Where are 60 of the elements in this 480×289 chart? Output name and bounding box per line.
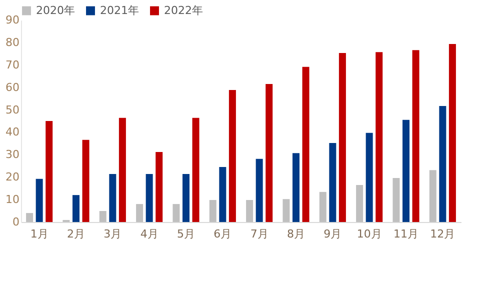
x-tick-label: 9月	[324, 228, 342, 240]
y-tick-label: 70	[6, 58, 20, 72]
bar	[376, 52, 383, 222]
bar	[282, 199, 290, 222]
y-tick-label: 80	[6, 36, 20, 49]
bar	[156, 152, 163, 222]
bar	[118, 118, 126, 222]
bar	[319, 192, 326, 222]
x-tick-label: 7月	[250, 228, 268, 240]
bar	[99, 211, 106, 222]
legend-label: 2021年	[100, 4, 139, 17]
y-tick-label: 60	[6, 80, 20, 94]
bar	[172, 204, 180, 222]
y-tick-label: 20	[6, 170, 20, 184]
y-tick-label: 30	[6, 148, 20, 162]
bar	[439, 106, 446, 222]
x-tick-label: 8月	[287, 228, 305, 240]
x-tick-label: 2月	[67, 228, 85, 240]
bar	[329, 142, 336, 222]
x-tick-label: 6月	[214, 228, 232, 240]
bar	[356, 184, 364, 222]
bar	[338, 52, 346, 222]
bar	[219, 167, 226, 222]
x-tick-label: 10月	[356, 228, 382, 240]
x-tick-label: 12月	[430, 228, 456, 240]
bar	[448, 44, 456, 222]
y-tick-label: 10	[6, 193, 20, 206]
bar	[26, 213, 34, 222]
bar	[246, 200, 254, 222]
x-tick-label: 1月	[30, 228, 48, 240]
bar	[109, 174, 116, 222]
bar	[36, 178, 43, 222]
bar	[182, 174, 190, 222]
legend-label: 2022年	[164, 4, 203, 17]
legend-label: 2020年	[36, 4, 75, 17]
bar	[146, 174, 153, 222]
bar	[72, 195, 80, 222]
bar	[429, 170, 436, 222]
bar	[302, 66, 310, 222]
bar	[209, 200, 216, 222]
bar	[82, 140, 90, 222]
bar	[266, 84, 273, 222]
bar	[256, 158, 263, 222]
bar	[412, 50, 420, 222]
y-tick-label: 0	[12, 216, 20, 228]
x-tick-label: 11月	[394, 228, 418, 240]
y-tick-label: 40	[6, 126, 20, 139]
x-tick-label: 4月	[140, 228, 158, 240]
bar	[366, 132, 373, 222]
bar	[292, 153, 300, 222]
bar	[46, 121, 53, 222]
bar	[136, 204, 144, 222]
x-tick-label: 5月	[177, 228, 195, 240]
x-tick-label: 3月	[104, 228, 122, 240]
bar	[192, 118, 200, 222]
bar	[392, 178, 400, 222]
bar	[228, 90, 236, 222]
y-tick-label: 50	[6, 103, 20, 116]
bar	[402, 120, 410, 222]
y-tick-label: 90	[6, 14, 20, 26]
